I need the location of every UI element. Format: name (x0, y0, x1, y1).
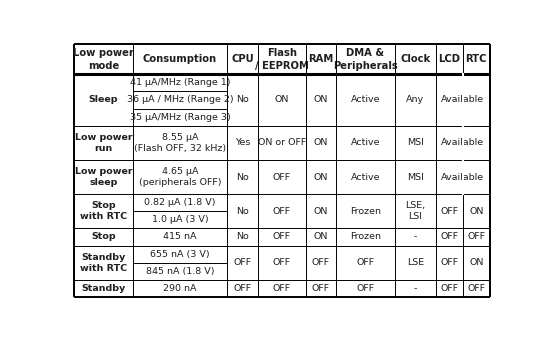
Text: 1.0 μA (3 V): 1.0 μA (3 V) (152, 215, 208, 224)
Text: 845 nA (1.8 V): 845 nA (1.8 V) (146, 267, 214, 276)
Text: CPU: CPU (231, 54, 254, 64)
Text: OFF: OFF (273, 207, 291, 216)
Text: Flash
/ EEPROM: Flash / EEPROM (255, 48, 309, 71)
Text: 36 μA / MHz (Range 2): 36 μA / MHz (Range 2) (126, 95, 233, 104)
Text: RTC: RTC (465, 54, 487, 64)
Text: OFF: OFF (440, 233, 458, 241)
Text: Standby
with RTC: Standby with RTC (80, 252, 127, 273)
Text: OFF: OFF (468, 284, 485, 293)
Text: OFF: OFF (273, 258, 291, 267)
Text: OFF: OFF (233, 284, 251, 293)
Text: OFF: OFF (440, 284, 458, 293)
Text: ON or OFF: ON or OFF (258, 138, 306, 147)
Text: ON: ON (314, 138, 328, 147)
Text: Low power
mode: Low power mode (73, 48, 134, 71)
Text: 655 nA (3 V): 655 nA (3 V) (150, 249, 210, 259)
Text: Active: Active (350, 95, 380, 104)
Text: RAM: RAM (308, 54, 333, 64)
Text: OFF: OFF (273, 284, 291, 293)
Text: OFF: OFF (356, 258, 375, 267)
Text: OFF: OFF (233, 258, 251, 267)
Text: Low power
sleep: Low power sleep (75, 167, 132, 187)
Text: LSE: LSE (406, 258, 424, 267)
Text: Active: Active (350, 138, 380, 147)
Text: MSI: MSI (407, 138, 424, 147)
Text: Yes: Yes (235, 138, 250, 147)
Text: 290 nA: 290 nA (163, 284, 197, 293)
Text: ON: ON (469, 258, 483, 267)
Text: -: - (414, 284, 417, 293)
Text: Available: Available (441, 172, 485, 182)
Text: OFF: OFF (273, 233, 291, 241)
Text: 415 nA: 415 nA (163, 233, 197, 241)
Text: ON: ON (314, 207, 328, 216)
Text: Any: Any (406, 95, 424, 104)
Text: No: No (236, 172, 249, 182)
Text: 0.82 μA (1.8 V): 0.82 μA (1.8 V) (144, 198, 216, 207)
Text: OFF: OFF (356, 284, 375, 293)
Text: Frozen: Frozen (350, 207, 381, 216)
Text: ON: ON (314, 95, 328, 104)
Text: ON: ON (274, 95, 289, 104)
Text: 41 μA/MHz (Range 1): 41 μA/MHz (Range 1) (130, 78, 230, 87)
Text: LSE,
LSI: LSE, LSI (405, 201, 425, 221)
Text: No: No (236, 95, 249, 104)
Text: Stop: Stop (91, 233, 116, 241)
Text: Active: Active (350, 172, 380, 182)
Text: LCD: LCD (438, 54, 460, 64)
Text: 35 μA/MHz (Range 3): 35 μA/MHz (Range 3) (130, 113, 230, 122)
Text: Consumption: Consumption (143, 54, 217, 64)
Text: 8.55 μA
(Flash OFF, 32 kHz): 8.55 μA (Flash OFF, 32 kHz) (134, 133, 226, 153)
Text: Standby: Standby (81, 284, 125, 293)
Text: Frozen: Frozen (350, 233, 381, 241)
Text: ON: ON (469, 207, 483, 216)
Text: ON: ON (314, 172, 328, 182)
Text: 4.65 μA
(peripherals OFF): 4.65 μA (peripherals OFF) (139, 167, 221, 187)
Text: Clock: Clock (400, 54, 430, 64)
Text: Available: Available (441, 95, 485, 104)
Text: Sleep: Sleep (89, 95, 118, 104)
Text: DMA &
Peripherals: DMA & Peripherals (333, 48, 398, 71)
Text: OFF: OFF (440, 207, 458, 216)
Text: MSI: MSI (407, 172, 424, 182)
Text: No: No (236, 233, 249, 241)
Text: Available: Available (441, 138, 485, 147)
Text: No: No (236, 207, 249, 216)
Text: ON: ON (314, 233, 328, 241)
Text: Low power
run: Low power run (75, 133, 132, 153)
Text: OFF: OFF (312, 284, 330, 293)
Text: OFF: OFF (440, 258, 458, 267)
Text: -: - (414, 233, 417, 241)
Text: OFF: OFF (273, 172, 291, 182)
Text: OFF: OFF (312, 258, 330, 267)
Text: OFF: OFF (468, 233, 485, 241)
Text: Stop
with RTC: Stop with RTC (80, 201, 127, 221)
